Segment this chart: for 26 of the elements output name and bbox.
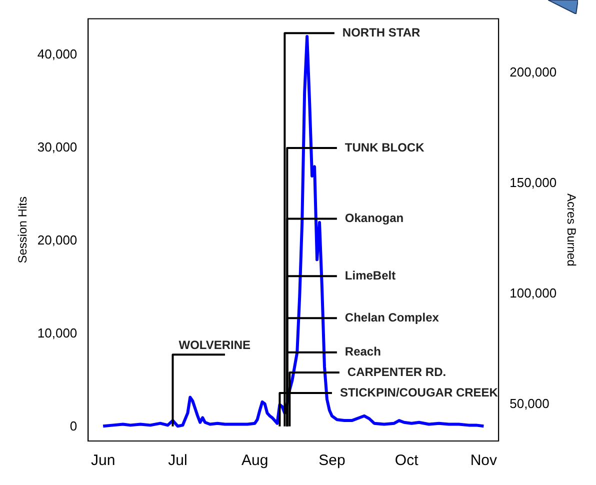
series-label: Okanogan bbox=[344, 211, 404, 226]
y-tick-label: 30,000 bbox=[37, 140, 78, 155]
x-tick-label: Aug bbox=[241, 452, 268, 470]
y-axis-title: Session Hits bbox=[16, 196, 30, 264]
series-label: STICKPIN/COUGAR CREEK bbox=[340, 385, 498, 400]
series-label: CARPENTER RD. bbox=[347, 364, 446, 379]
y2-tick-label: 150,000 bbox=[510, 174, 557, 190]
x-tick-label: Nov bbox=[470, 452, 498, 470]
y-tick-label: 40,000 bbox=[37, 46, 78, 62]
series-label: WOLVERINE bbox=[178, 338, 251, 352]
y2-axis-title: Acres Burned bbox=[564, 194, 578, 266]
x-tick-label: Jul bbox=[168, 452, 188, 470]
series-label: LimeBelt bbox=[344, 268, 396, 282]
y-tick-label: 0 bbox=[70, 418, 78, 434]
y2-tick-label: 200,000 bbox=[510, 64, 557, 80]
series-label: TUNK BLOCK bbox=[344, 140, 425, 154]
series-label: Reach bbox=[344, 344, 381, 359]
y2-tick-label: 100,000 bbox=[510, 285, 557, 300]
x-tick-label: Jun bbox=[90, 452, 116, 470]
x-tick-label: Sep bbox=[318, 452, 346, 470]
y2-tick-label: 50,000 bbox=[510, 396, 550, 411]
series-label: Chelan Complex bbox=[344, 310, 440, 324]
x-tick-label: Oct bbox=[394, 452, 420, 470]
y-tick-label: 10,000 bbox=[37, 326, 78, 341]
series-label: NORTH STAR bbox=[342, 25, 421, 40]
y-tick-label: 20,000 bbox=[37, 232, 78, 248]
